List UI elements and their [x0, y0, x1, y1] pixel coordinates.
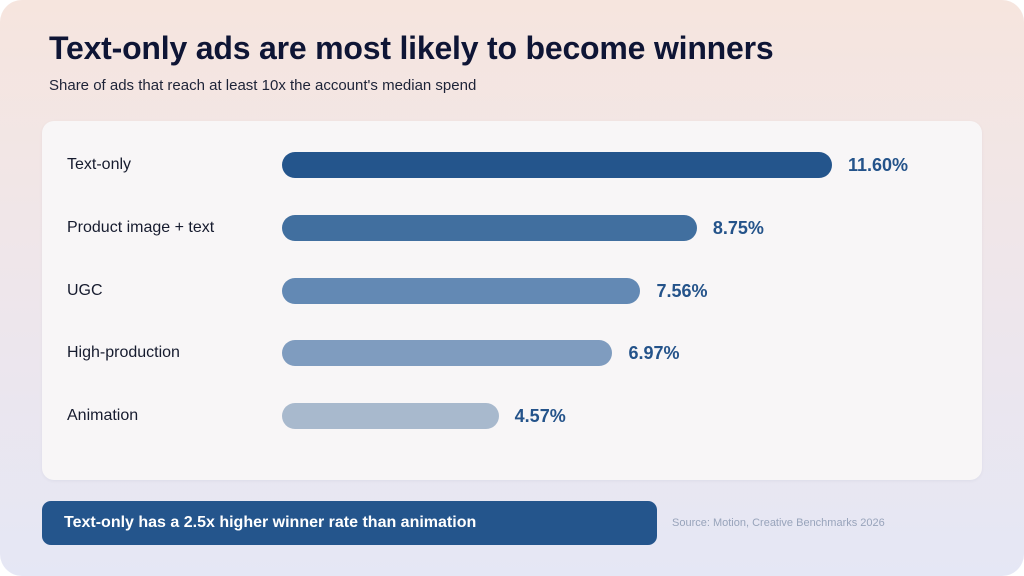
source-note: Source: Motion, Creative Benchmarks 2026 [672, 517, 885, 529]
bar [282, 214, 697, 241]
value-label: 7.56% [656, 280, 708, 301]
chart-subtitle: Share of ads that reach at least 10x the… [49, 77, 477, 94]
bar [282, 403, 499, 430]
bar-track: 4.57% [282, 402, 842, 430]
bar-row: Animation 4.57% [42, 402, 982, 430]
bar-row: High-production 6.97% [42, 339, 982, 367]
bar-track: 8.75% [282, 214, 842, 242]
bar-track: 11.60% [282, 151, 908, 179]
insight-callout: Text-only has a 2.5x higher winner rate … [42, 501, 657, 545]
insight-callout-text: Text-only has a 2.5x higher winner rate … [64, 514, 477, 531]
bar-track: 7.56% [282, 277, 842, 305]
bar [282, 340, 613, 367]
bar [282, 152, 832, 178]
value-label: 8.75% [712, 217, 764, 238]
category-label: Product image + text [67, 218, 215, 236]
bar-row: Text-only 11.60% [42, 151, 982, 179]
chart-title: Text-only ads are most likely to become … [49, 30, 774, 66]
value-label: 11.60% [848, 155, 909, 175]
category-label: High-production [67, 344, 180, 362]
bar-chart-card: Text-only 11.60% Product image + text 8.75%… [42, 121, 982, 480]
value-label: 4.57% [514, 406, 566, 427]
category-label: Animation [67, 407, 139, 425]
category-label: UGC [67, 281, 103, 299]
bar [282, 277, 641, 304]
bar-row: UGC 7.56% [42, 277, 982, 305]
category-label: Text-only [67, 156, 132, 173]
bar-track: 6.97% [282, 339, 842, 367]
bar-row: Product image + text 8.75% [42, 214, 982, 242]
value-label: 6.97% [628, 343, 680, 364]
